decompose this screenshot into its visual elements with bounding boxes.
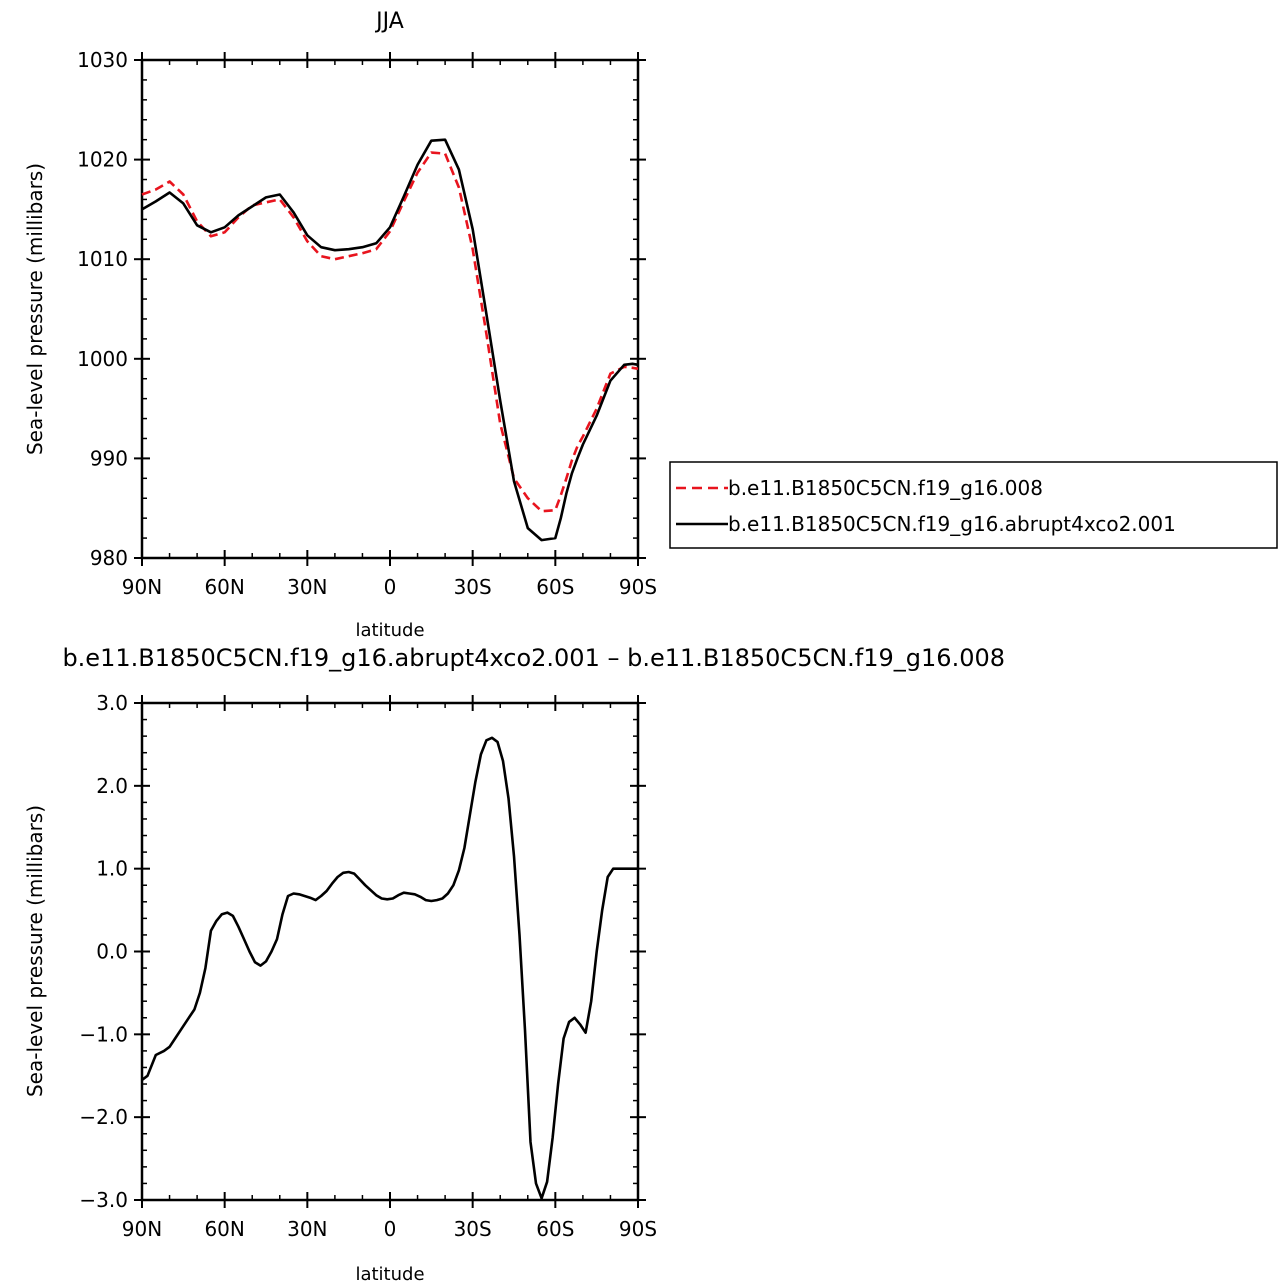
bottom-x-axis-label: latitude <box>355 1264 424 1285</box>
bottom-x-tick-label: 90S <box>619 1217 657 1241</box>
bottom-y-axis-label: Sea-level pressure (millibars) <box>23 805 47 1097</box>
bottom-plot-frame <box>140 701 640 1202</box>
top-x-tick-label: 90N <box>122 575 162 599</box>
bottom-series-line-0 <box>141 736 638 1200</box>
bottom-chart-title: b.e11.B1850C5CN.f19_g16.abrupt4xco2.001 … <box>62 644 1005 672</box>
legend-label-1: b.e11.B1850C5CN.f19_g16.abrupt4xco2.001 <box>728 512 1176 536</box>
bottom-x-tick-label: 60S <box>536 1217 574 1241</box>
bottom-y-tick-label: −3.0 <box>79 1188 128 1212</box>
bottom-x-tick-label: 60N <box>204 1217 244 1241</box>
top-y-tick-label: 980 <box>90 546 128 570</box>
bottom-x-tick-label: 30S <box>454 1217 492 1241</box>
legend-label-0: b.e11.B1850C5CN.f19_g16.008 <box>728 476 1043 500</box>
bottom-y-axis: −3.0 −2.0 −1.0 0.0 1.0 2.0 3.0 <box>79 691 646 1212</box>
top-y-axis: 980 990 1000 1010 1020 1030 <box>77 48 646 570</box>
top-series-line-1 <box>141 138 639 542</box>
top-plot-frame <box>140 58 640 560</box>
top-x-tick-label: 30N <box>287 575 327 599</box>
top-y-tick-label: 990 <box>90 446 128 470</box>
top-series-line-0 <box>141 151 639 513</box>
top-x-tick-label: 60N <box>204 575 244 599</box>
bottom-x-tick-label: 90N <box>122 1217 162 1241</box>
top-chart: JJA 980 990 1000 1010 1020 1030 90N 60N 30N 0 30S… <box>23 9 1278 641</box>
bottom-y-tick-label: 2.0 <box>96 774 128 798</box>
top-x-tick-label: 60S <box>536 575 574 599</box>
top-x-axis: 90N 60N 30N 0 30S 60S 90S <box>122 52 657 599</box>
top-plot-lines <box>141 138 639 542</box>
bottom-y-tick-label: 1.0 <box>96 857 128 881</box>
top-y-tick-label: 1010 <box>77 247 128 271</box>
top-y-tick-label: 1000 <box>77 347 128 371</box>
bottom-plot-lines <box>141 736 638 1200</box>
bottom-y-tick-label: −2.0 <box>79 1105 128 1129</box>
top-chart-title: JJA <box>374 9 404 34</box>
bottom-y-tick-label: 3.0 <box>96 691 128 715</box>
top-x-tick-label: 30S <box>454 575 492 599</box>
bottom-x-axis: 90N 60N 30N 0 30S 60S 90S <box>122 695 657 1241</box>
bottom-chart: b.e11.B1850C5CN.f19_g16.abrupt4xco2.001 … <box>23 644 1005 1285</box>
top-y-tick-label: 1030 <box>77 48 128 72</box>
top-x-tick-label: 90S <box>619 575 657 599</box>
top-y-tick-label: 1020 <box>77 148 128 172</box>
top-y-axis-label: Sea-level pressure (millibars) <box>23 163 47 455</box>
top-x-axis-label: latitude <box>355 620 424 641</box>
top-x-tick-label: 0 <box>384 575 397 599</box>
top-legend: b.e11.B1850C5CN.f19_g16.008 b.e11.B1850C… <box>669 461 1278 549</box>
bottom-y-tick-label: −1.0 <box>79 1022 128 1046</box>
legend-box <box>669 461 1278 549</box>
bottom-x-tick-label: 30N <box>287 1217 327 1241</box>
bottom-x-tick-label: 0 <box>384 1217 397 1241</box>
bottom-y-tick-label: 0.0 <box>96 940 128 964</box>
